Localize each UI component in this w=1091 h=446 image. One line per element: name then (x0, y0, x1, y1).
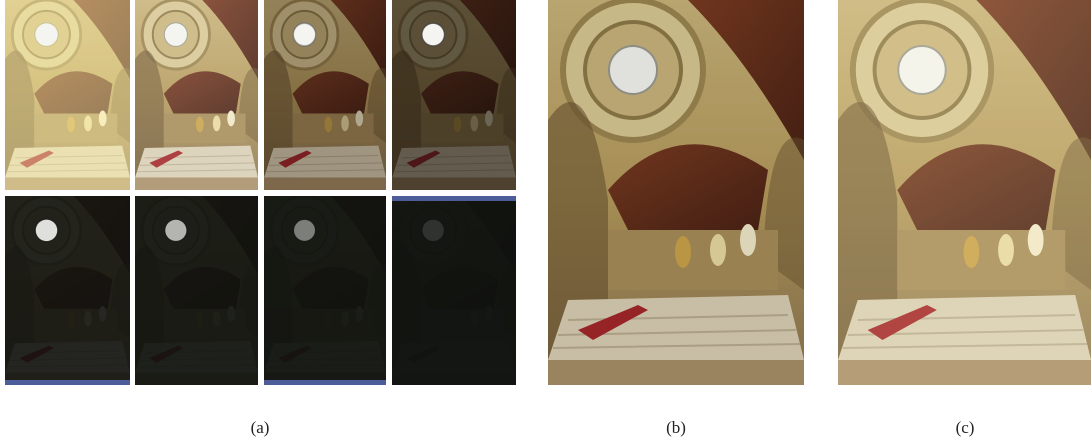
tonemapped-b (548, 0, 804, 385)
caption: (b) (666, 418, 686, 437)
window-highlight (294, 24, 315, 46)
window-highlight (35, 23, 58, 46)
exposure-shade (135, 196, 258, 385)
border (264, 380, 386, 385)
exposure-stack (5, 0, 516, 385)
window-highlight (165, 219, 187, 241)
tonemapped-c (838, 0, 1091, 385)
caption: (c) (956, 418, 975, 437)
exposure-shade (5, 0, 130, 190)
window-highlight (294, 219, 315, 241)
window-highlight (35, 219, 58, 242)
exposure-shade (264, 0, 386, 190)
border (392, 196, 516, 201)
exposure-shade (135, 0, 258, 190)
window-highlight (422, 219, 444, 242)
border (5, 380, 130, 385)
window-highlight (165, 23, 187, 46)
exposure-shade (264, 196, 386, 385)
caption: (a) (251, 418, 270, 437)
exposure-shade (392, 196, 516, 385)
exposure-shade (5, 196, 130, 385)
exposure-shade (392, 0, 516, 190)
window-highlight (422, 23, 444, 46)
